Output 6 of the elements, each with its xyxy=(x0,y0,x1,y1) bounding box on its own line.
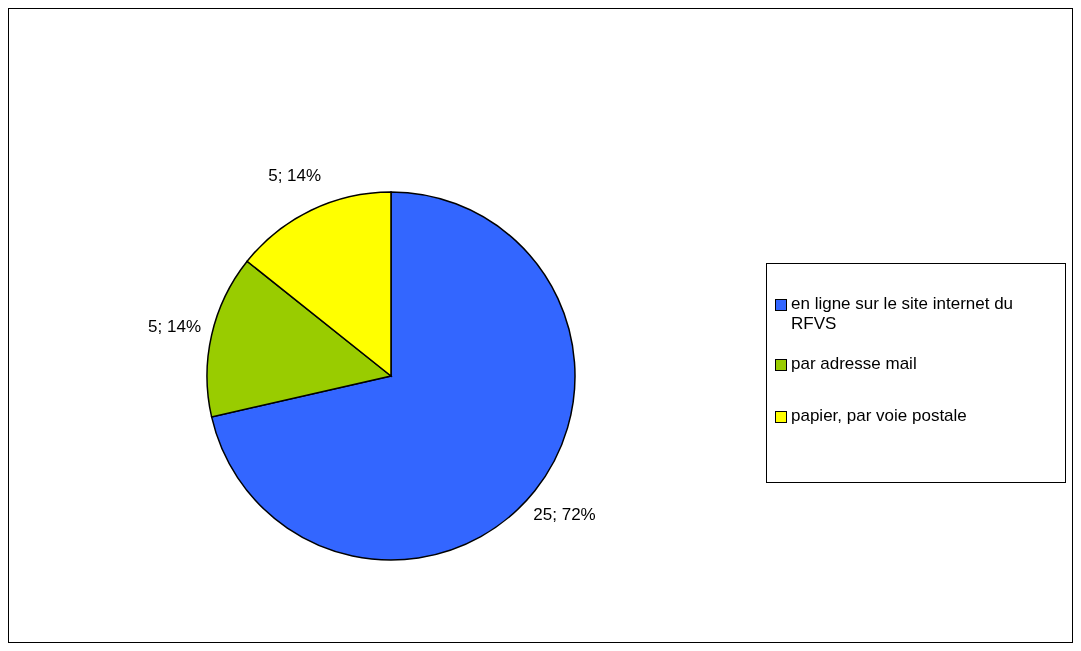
data-label: 5; 14% xyxy=(148,317,202,337)
legend-label: papier, par voie postale xyxy=(791,406,967,426)
legend-label: par adresse mail xyxy=(791,354,917,374)
data-label: 25; 72% xyxy=(533,504,596,524)
legend-label: en ligne sur le site internet du RFVS xyxy=(791,294,1015,334)
data-label: 5; 14% xyxy=(268,166,322,186)
